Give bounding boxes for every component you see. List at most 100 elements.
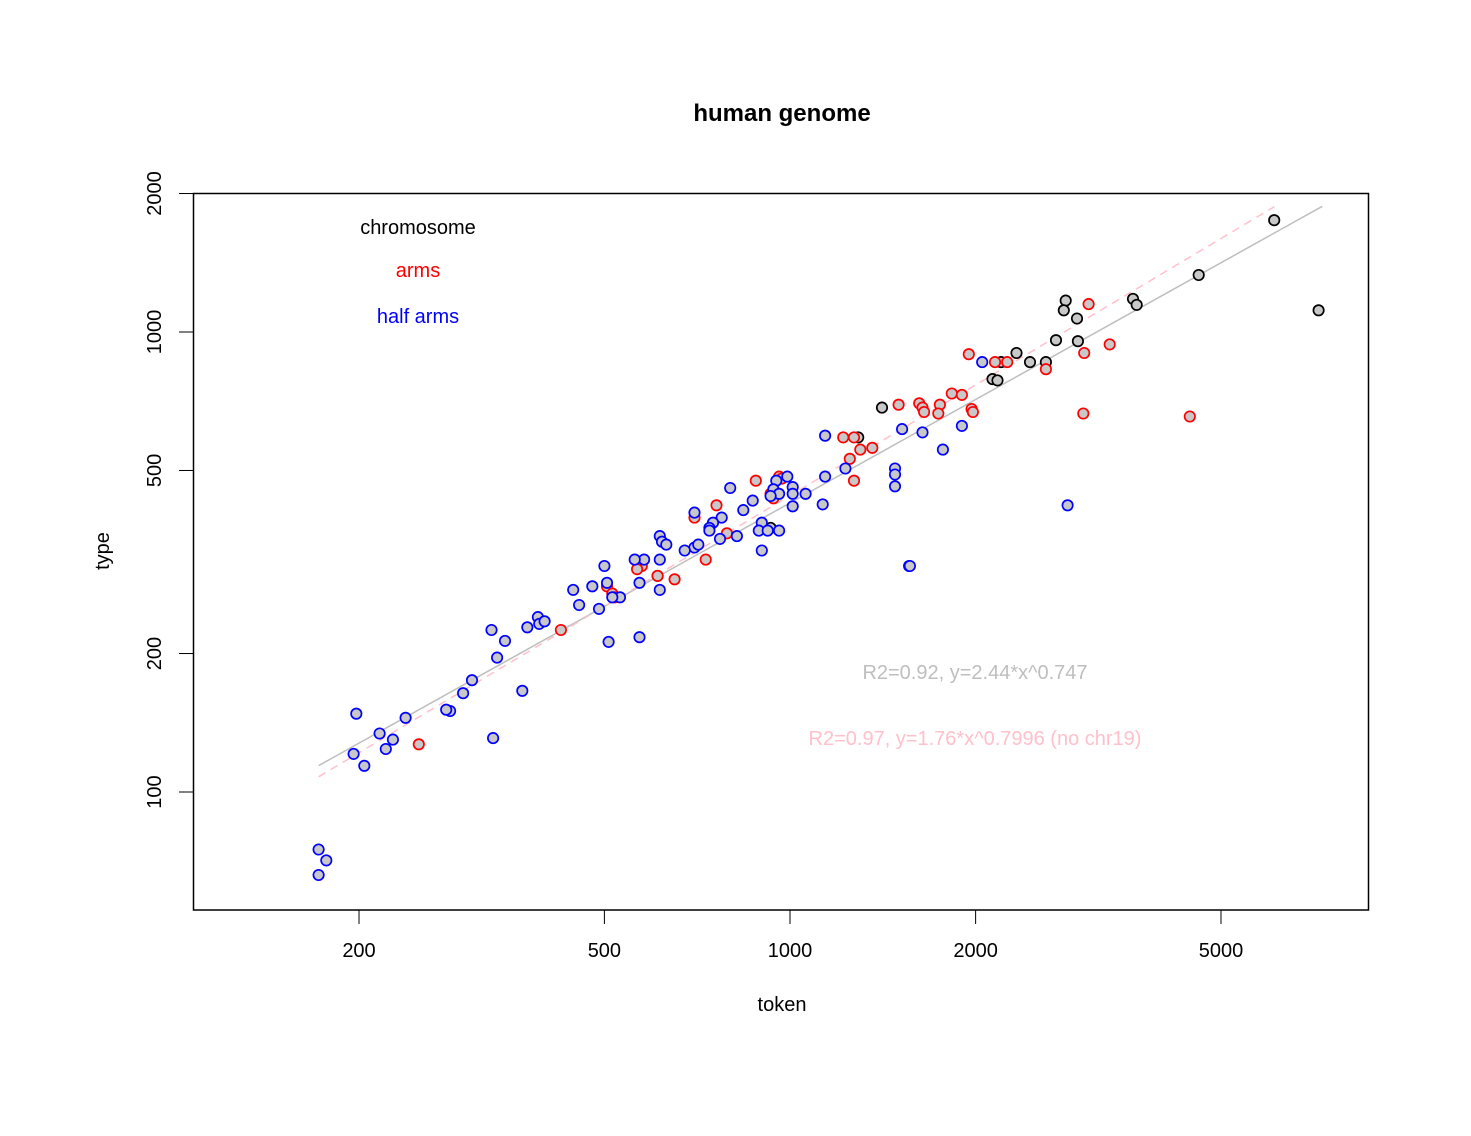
data-point — [918, 405, 931, 419]
x-tick-label: 1000 — [768, 940, 813, 962]
data-point — [586, 580, 599, 593]
data-point — [1130, 298, 1143, 311]
data-point — [1078, 346, 1091, 360]
x-tick-label: 5000 — [1199, 940, 1244, 962]
data-point — [386, 733, 399, 746]
y-tick-label: 100 — [144, 775, 166, 808]
data-point — [312, 868, 325, 882]
data-point — [1010, 346, 1023, 360]
data-point — [819, 429, 832, 442]
data-point — [1070, 312, 1084, 325]
series-chromosome — [651, 214, 1325, 582]
data-point — [592, 602, 606, 615]
data-point — [606, 591, 619, 604]
data-point — [945, 387, 958, 400]
data-point — [749, 474, 762, 487]
data-point — [786, 487, 799, 500]
data-point — [1077, 407, 1090, 420]
data-point — [440, 703, 453, 716]
fit-line-0 — [318, 205, 1323, 767]
data-point — [854, 443, 867, 456]
data-point — [1057, 304, 1070, 317]
data-point — [628, 553, 641, 566]
data-point — [724, 481, 737, 495]
data-point — [347, 747, 360, 760]
data-point — [573, 598, 586, 612]
data-point — [491, 651, 504, 664]
data-point — [1039, 363, 1052, 376]
data-point — [631, 563, 644, 576]
data-point — [1312, 304, 1325, 317]
data-point — [839, 462, 852, 475]
data-point — [1103, 338, 1116, 351]
data-point — [1023, 356, 1037, 369]
data-point — [1061, 499, 1074, 512]
data-point — [781, 470, 794, 483]
y-axis: 100 200 500 1000 2000 — [144, 171, 193, 809]
data-point — [916, 426, 929, 439]
data-point — [866, 441, 879, 454]
data-point — [498, 634, 512, 647]
data-point — [688, 506, 701, 519]
data-point — [903, 559, 916, 573]
data-point — [799, 487, 812, 500]
data-point — [1082, 298, 1095, 311]
data-point — [746, 494, 759, 507]
y-axis-label: type — [92, 532, 114, 570]
data-point — [350, 707, 363, 720]
data-point — [1183, 410, 1196, 423]
fit-line-1 — [318, 206, 1275, 778]
data-point — [653, 553, 666, 566]
data-point — [936, 443, 949, 456]
data-point — [761, 524, 774, 537]
fit-lines — [318, 205, 1323, 778]
data-point — [737, 504, 750, 517]
data-point — [966, 405, 979, 419]
series-half-arms — [312, 356, 1074, 882]
data-point — [487, 732, 500, 745]
x-tick-label: 500 — [588, 940, 621, 962]
data-point — [465, 674, 479, 687]
data-point — [713, 532, 727, 545]
legend-item-chromosome: chromosome — [360, 217, 476, 239]
data-point — [976, 356, 989, 369]
data-point — [412, 738, 425, 751]
x-axis: 200 500 1000 2000 5000 — [342, 910, 1243, 962]
data-point — [633, 631, 646, 644]
chart-title: human genome — [693, 100, 870, 127]
data-point — [554, 623, 567, 637]
y-tick-label: 500 — [144, 454, 166, 487]
y-tick-label: 200 — [144, 637, 166, 670]
data-point — [888, 480, 902, 493]
data-point — [320, 854, 333, 867]
data-point — [1049, 334, 1063, 347]
data-point — [888, 468, 902, 481]
data-point — [516, 684, 529, 697]
data-point — [764, 489, 777, 503]
data-point — [991, 374, 1004, 387]
data-point — [692, 538, 705, 551]
data-point — [653, 583, 666, 596]
data-point — [988, 356, 1002, 369]
data-point — [312, 843, 325, 856]
x-tick-label: 200 — [342, 940, 375, 962]
y-tick-label: 1000 — [144, 310, 166, 355]
x-axis-label: token — [758, 994, 807, 1016]
data-point — [399, 711, 412, 724]
data-point — [660, 538, 673, 551]
fit-annotation-no-chr19: R2=0.97, y=1.76*x^0.7996 (no chr19) — [809, 728, 1142, 750]
data-point — [710, 499, 723, 512]
data-point — [521, 621, 534, 634]
data-point — [786, 500, 799, 513]
data-point — [847, 431, 861, 444]
data-point — [1001, 356, 1014, 369]
data-point — [1268, 214, 1281, 227]
data-point — [816, 498, 829, 511]
data-point — [379, 742, 392, 756]
data-point — [1059, 294, 1072, 307]
data-point — [730, 530, 743, 543]
data-point — [715, 511, 728, 524]
data-point — [457, 687, 470, 700]
legend-item-half-arms: half arms — [377, 306, 459, 328]
data-point — [932, 407, 945, 420]
